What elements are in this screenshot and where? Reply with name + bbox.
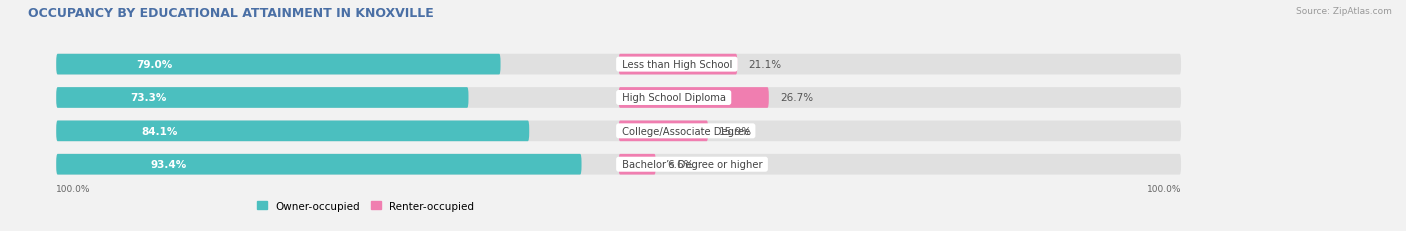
FancyBboxPatch shape [56,121,529,142]
FancyBboxPatch shape [56,88,468,108]
FancyBboxPatch shape [56,121,1181,142]
Text: 15.9%: 15.9% [720,126,752,136]
Text: 21.1%: 21.1% [748,60,782,70]
FancyBboxPatch shape [56,154,582,175]
FancyBboxPatch shape [619,88,769,108]
Text: Less than High School: Less than High School [619,60,735,70]
FancyBboxPatch shape [619,121,709,142]
Text: 79.0%: 79.0% [136,60,173,70]
Text: High School Diploma: High School Diploma [619,93,728,103]
Text: 100.0%: 100.0% [56,184,91,193]
FancyBboxPatch shape [619,55,737,75]
Text: 93.4%: 93.4% [150,160,187,170]
Text: 6.6%: 6.6% [666,160,693,170]
Legend: Owner-occupied, Renter-occupied: Owner-occupied, Renter-occupied [257,201,474,211]
Text: 26.7%: 26.7% [780,93,813,103]
Text: 100.0%: 100.0% [1146,184,1181,193]
FancyBboxPatch shape [56,55,501,75]
Text: 84.1%: 84.1% [142,126,177,136]
Text: College/Associate Degree: College/Associate Degree [619,126,752,136]
FancyBboxPatch shape [56,154,1181,175]
FancyBboxPatch shape [56,88,1181,108]
Text: Bachelor’s Degree or higher: Bachelor’s Degree or higher [619,160,765,170]
FancyBboxPatch shape [56,55,1181,75]
Text: Source: ZipAtlas.com: Source: ZipAtlas.com [1296,7,1392,16]
Text: OCCUPANCY BY EDUCATIONAL ATTAINMENT IN KNOXVILLE: OCCUPANCY BY EDUCATIONAL ATTAINMENT IN K… [28,7,434,20]
FancyBboxPatch shape [619,154,655,175]
Text: 73.3%: 73.3% [131,93,167,103]
